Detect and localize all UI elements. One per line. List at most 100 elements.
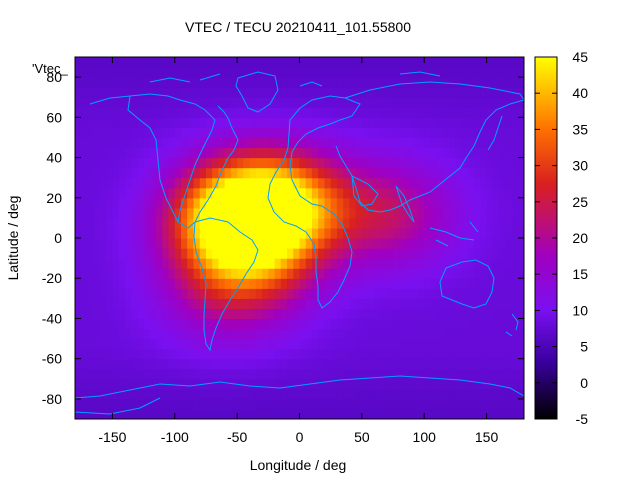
heatmap-cell — [137, 398, 145, 410]
heatmap-cell — [393, 358, 400, 370]
heatmap-cell — [187, 177, 195, 189]
heatmap-cell — [149, 187, 157, 199]
heatmap-cell — [499, 278, 506, 289]
heatmap-cell — [168, 187, 176, 199]
heatmap-cell — [212, 177, 220, 189]
heatmap-cell — [299, 398, 307, 410]
heatmap-cell — [99, 147, 107, 159]
heatmap-cell — [230, 358, 238, 370]
heatmap-cell — [75, 67, 82, 78]
heatmap-cell — [218, 378, 226, 390]
heatmap-cell — [393, 238, 400, 249]
heatmap-cell — [149, 248, 157, 259]
heatmap-cell — [330, 217, 338, 229]
heatmap-cell — [511, 67, 519, 78]
heatmap-cell — [411, 107, 419, 118]
heatmap-cell — [436, 147, 444, 159]
heatmap-cell — [399, 398, 407, 410]
heatmap-cell — [417, 308, 425, 320]
heatmap-cell — [467, 127, 475, 139]
heatmap-cell — [87, 248, 95, 259]
heatmap-cell — [193, 77, 201, 88]
heatmap-cell — [361, 268, 369, 279]
heatmap-cell — [237, 117, 244, 128]
heatmap-cell — [131, 378, 138, 390]
heatmap-cell — [112, 258, 120, 269]
heatmap-cell — [156, 217, 163, 229]
heatmap-cell — [467, 207, 475, 219]
heatmap-cell — [249, 207, 257, 219]
heatmap-cell — [81, 227, 89, 239]
heatmap-cell — [106, 278, 114, 289]
heatmap-cell — [411, 77, 419, 88]
heatmap-cell — [505, 318, 513, 330]
heatmap-cell — [424, 97, 432, 108]
heatmap-cell — [199, 298, 207, 309]
heatmap-cell — [405, 308, 413, 320]
heatmap-cell — [455, 368, 463, 380]
heatmap-cell — [75, 137, 82, 149]
heatmap-cell — [393, 137, 400, 149]
heatmap-cell — [305, 177, 313, 189]
heatmap-cell — [230, 177, 238, 189]
heatmap-cell — [393, 167, 400, 179]
heatmap-cell — [424, 358, 432, 370]
heatmap-cell — [230, 57, 238, 68]
heatmap-cell — [449, 318, 457, 330]
heatmap-cell — [131, 207, 138, 219]
colorbar-tick-label: 0 — [580, 375, 588, 391]
heatmap-cell — [199, 388, 207, 400]
heatmap-cell — [230, 348, 238, 360]
heatmap-cell — [393, 227, 400, 239]
heatmap-cell — [131, 348, 138, 360]
heatmap-cell — [287, 107, 294, 118]
heatmap-cell — [467, 107, 475, 118]
heatmap-cell — [187, 157, 195, 169]
heatmap-cell — [424, 278, 432, 289]
heatmap-cell — [336, 157, 344, 169]
heatmap-cell — [355, 328, 363, 340]
heatmap-cell — [492, 248, 500, 259]
heatmap-cell — [492, 308, 500, 320]
heatmap-cell — [174, 238, 182, 249]
heatmap-cell — [230, 328, 238, 340]
heatmap-cell — [118, 268, 126, 279]
heatmap-cell — [380, 408, 388, 419]
heatmap-cell — [149, 227, 157, 239]
heatmap-cell — [430, 157, 438, 169]
heatmap-cell — [467, 197, 475, 209]
heatmap-cell — [405, 278, 413, 289]
heatmap-cell — [318, 288, 326, 299]
heatmap-cell — [268, 137, 276, 149]
heatmap-cell — [336, 388, 344, 400]
heatmap-cell — [305, 368, 313, 380]
heatmap-cell — [511, 328, 519, 340]
heatmap-cell — [81, 67, 89, 78]
heatmap-cell — [162, 348, 170, 360]
heatmap-cell — [230, 117, 238, 128]
heatmap-cell — [280, 97, 288, 108]
heatmap-cell — [181, 388, 188, 400]
heatmap-cell — [480, 278, 488, 289]
heatmap-cell — [237, 238, 244, 249]
heatmap-cell — [156, 157, 163, 169]
heatmap-cell — [517, 358, 524, 370]
heatmap-cell — [417, 197, 425, 209]
heatmap-cell — [380, 388, 388, 400]
heatmap-cell — [274, 157, 282, 169]
heatmap-cell — [262, 57, 269, 68]
heatmap-cell — [336, 268, 344, 279]
heatmap-cell — [131, 227, 138, 239]
heatmap-cell — [156, 107, 163, 118]
heatmap-cell — [492, 338, 500, 350]
heatmap-cell — [237, 398, 244, 410]
heatmap-cell — [218, 217, 226, 229]
heatmap-cell — [205, 268, 213, 279]
heatmap-cell — [187, 87, 195, 98]
heatmap-cell — [480, 268, 488, 279]
heatmap-cell — [181, 328, 188, 340]
colorbar-tick-label: 5 — [580, 339, 588, 355]
heatmap-cell — [380, 308, 388, 320]
heatmap-cell — [480, 87, 488, 98]
heatmap-cell — [517, 107, 524, 118]
